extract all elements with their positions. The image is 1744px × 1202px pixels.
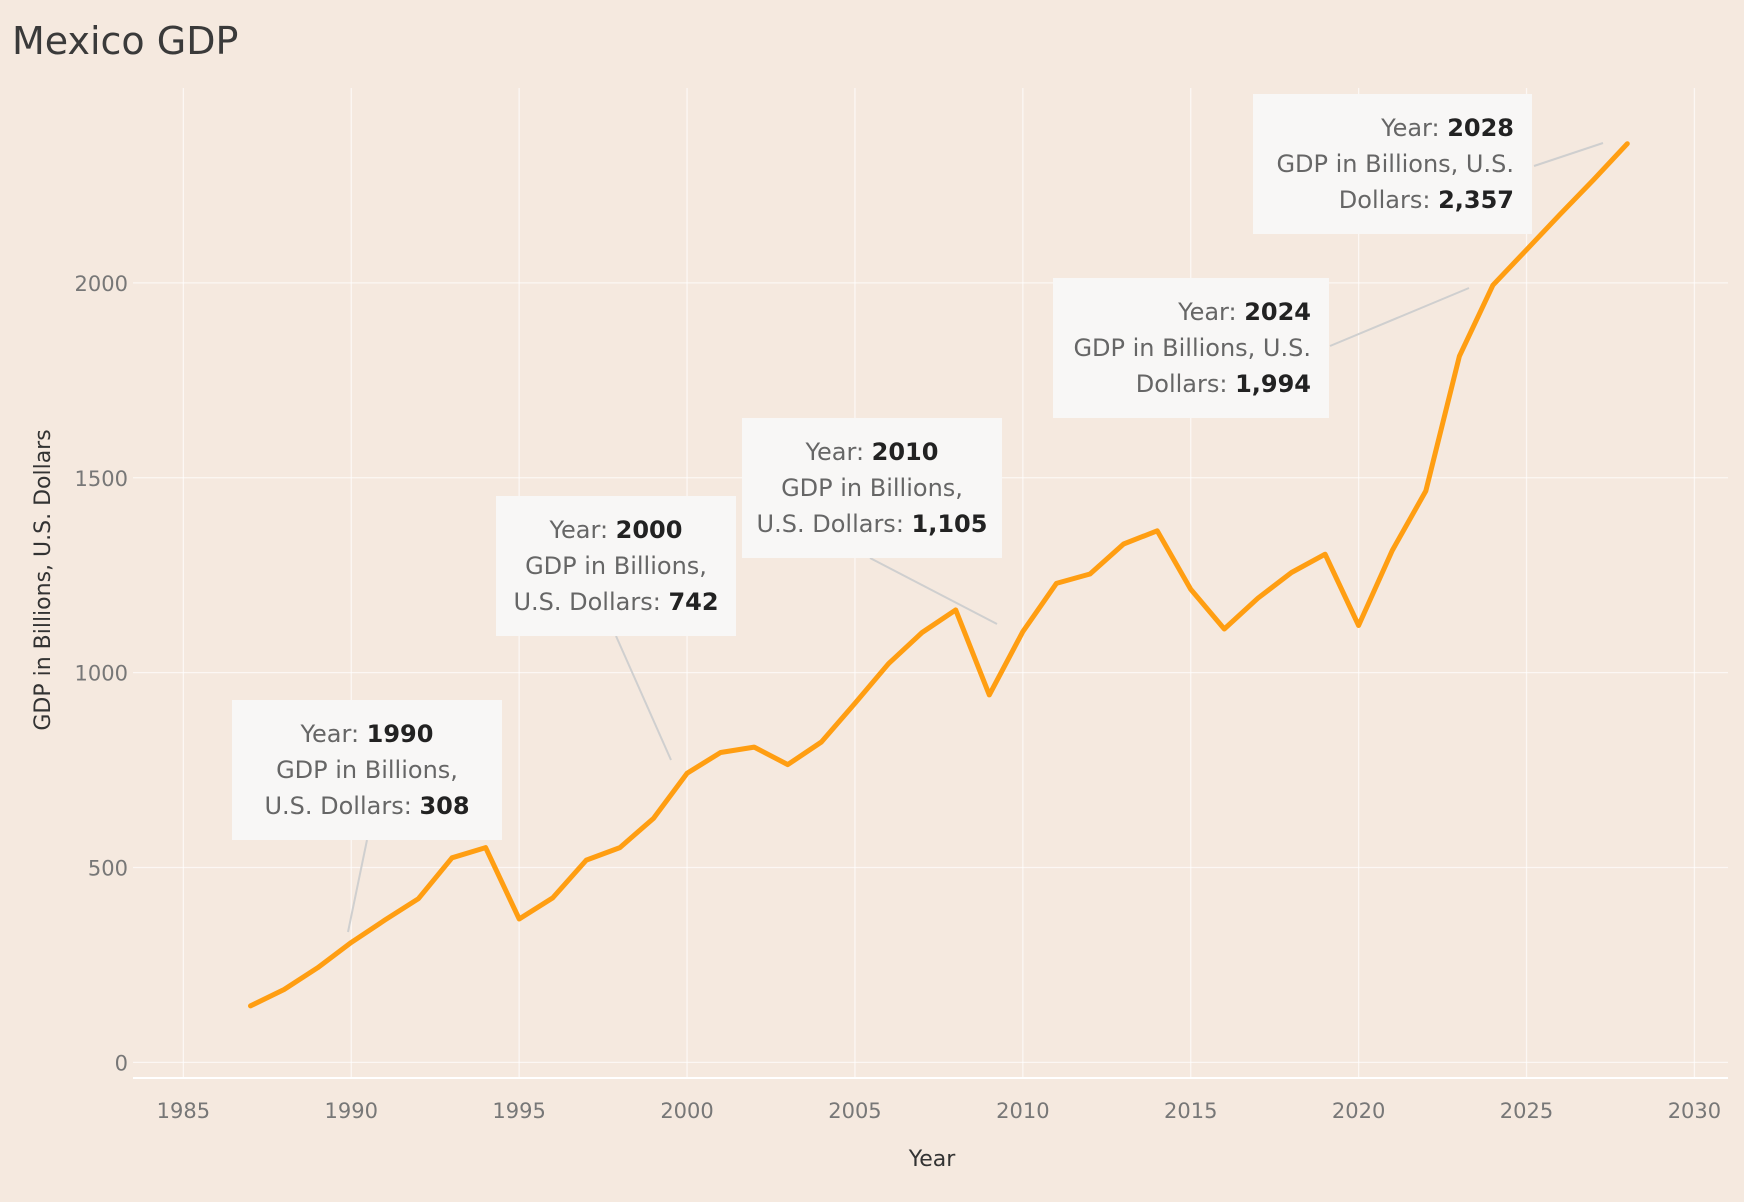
x-tick-label: 1990 xyxy=(325,1099,378,1123)
annotation-box xyxy=(1253,94,1532,234)
annotation-leader xyxy=(1533,142,1604,167)
annotation-text: Dollars: 1,994 xyxy=(1136,370,1311,398)
x-axis-title: Year xyxy=(908,1147,957,1172)
annotation-text: GDP in Billions, U.S. xyxy=(1073,334,1311,362)
annotation-box xyxy=(496,496,736,636)
annotation-2010: Year: 2010 GDP in Billions, U.S. Dollars: … xyxy=(742,418,1002,625)
annotation-leader xyxy=(869,557,998,625)
annotation-box xyxy=(1053,278,1329,418)
annotation-leader xyxy=(1329,287,1470,347)
annotation-leader xyxy=(615,635,672,761)
annotation-text: GDP in Billions, U.S. xyxy=(1276,150,1514,178)
y-tick-label: 0 xyxy=(115,1051,128,1075)
annotation-text: Year: 1990 xyxy=(300,720,434,748)
x-tick-label: 2010 xyxy=(996,1099,1049,1123)
y-tick-label: 1000 xyxy=(75,662,128,686)
annotation-text: U.S. Dollars: 742 xyxy=(513,588,718,616)
y-tick-label: 500 xyxy=(88,857,128,881)
annotation-2024: Year: 2024 GDP in Billions, U.S. Dollars: … xyxy=(1053,278,1470,418)
x-tick-label: 2025 xyxy=(1500,1099,1553,1123)
x-tick-label: 1995 xyxy=(492,1099,545,1123)
annotation-box xyxy=(232,700,502,840)
x-tick-label: 2030 xyxy=(1668,1099,1721,1123)
series-line xyxy=(248,141,1630,1009)
x-tick-label: 2020 xyxy=(1332,1099,1385,1123)
series-group xyxy=(248,141,1630,1009)
annotation-1990: Year: 1990 GDP in Billions, U.S. Dollars: … xyxy=(232,700,502,933)
x-tick-label: 2005 xyxy=(828,1099,881,1123)
chart-title: Mexico GDP xyxy=(12,19,238,63)
annotations: Year: 1990 GDP in Billions, U.S. Dollars: … xyxy=(232,94,1604,933)
annotation-2028: Year: 2028 GDP in Billions, U.S. Dollars: … xyxy=(1253,94,1604,234)
x-tick-label: 2000 xyxy=(660,1099,713,1123)
annotation-text: Dollars: 2,357 xyxy=(1339,186,1514,214)
y-tick-label: 1500 xyxy=(75,467,128,491)
x-tick-label: 2015 xyxy=(1164,1099,1217,1123)
y-axis-title: GDP in Billions, U.S. Dollars xyxy=(31,429,56,730)
annotation-text: Year: 2028 xyxy=(1380,114,1514,142)
axis-ticks: 1985 1990 1995 2000 2005 2010 2015 2020 2025 2030… xyxy=(75,272,1722,1123)
x-tick-label: 1985 xyxy=(157,1099,210,1123)
annotation-text: Year: 2024 xyxy=(1177,298,1311,326)
y-tick-label: 2000 xyxy=(75,272,128,296)
annotation-text: Year: 2000 xyxy=(549,516,683,544)
annotation-box xyxy=(742,418,1002,558)
annotation-text: Year: 2010 xyxy=(805,438,939,466)
annotation-2000: Year: 2000 GDP in Billions, U.S. Dollars: … xyxy=(496,496,736,761)
annotation-text: GDP in Billions, xyxy=(781,474,963,502)
annotation-text: GDP in Billions, xyxy=(276,756,458,784)
annotation-text: U.S. Dollars: 308 xyxy=(264,792,469,820)
annotation-text: U.S. Dollars: 1,105 xyxy=(757,510,988,538)
annotation-leader xyxy=(347,839,368,933)
annotation-text: GDP in Billions, xyxy=(525,552,707,580)
